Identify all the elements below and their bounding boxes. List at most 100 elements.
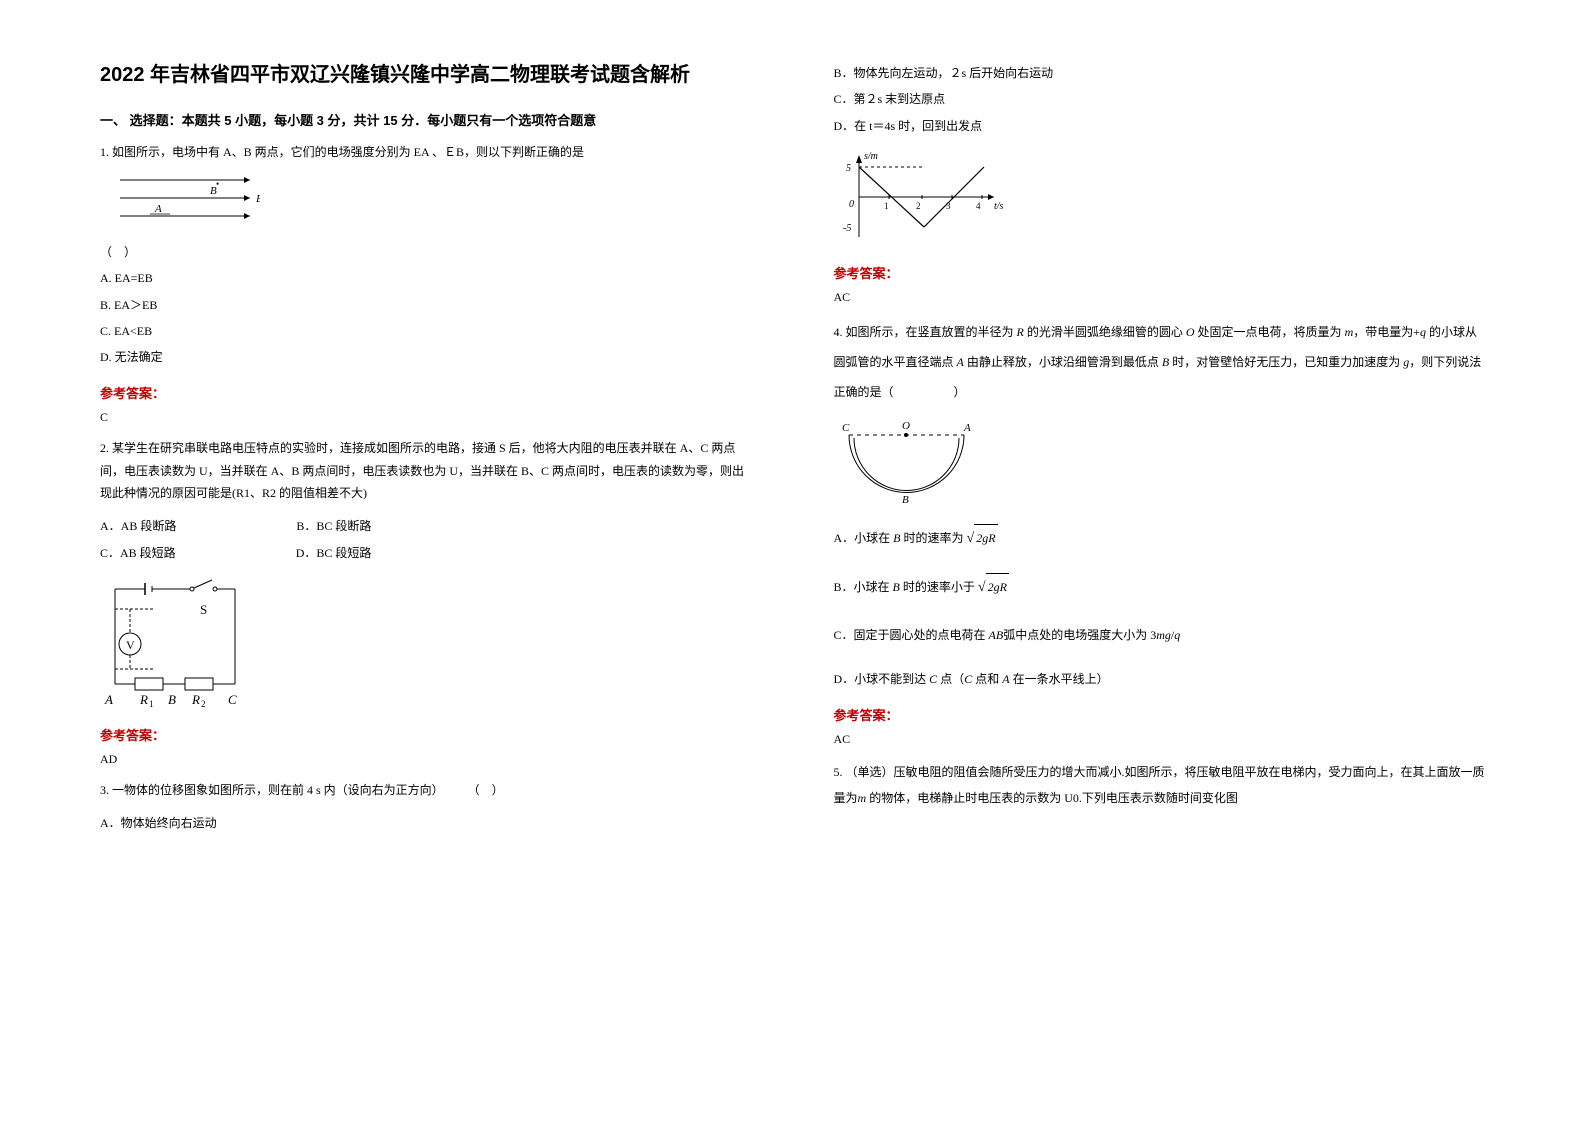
q4-optC: C．固定于圆心处的点电荷在 AB弧中点处的电场强度大小为 3mg/q xyxy=(834,622,1488,648)
q1-diagram: B • E A xyxy=(100,172,754,231)
q4-p7: 时，对管壁恰好无压力，已知重力加速度为 xyxy=(1169,355,1403,369)
q4A-mid: 时的速率为 xyxy=(901,531,964,545)
q4-answer: AC xyxy=(834,732,1488,747)
svg-text:1: 1 xyxy=(884,201,889,211)
q1-optC: C. EA<EB xyxy=(100,318,754,344)
q4B-sqrt-cont: 2gR xyxy=(986,573,1009,600)
q4-stem: 4. 如图所示，在竖直放置的半径为 R 的光滑半圆弧绝缘细管的圆心 O 处固定一… xyxy=(834,317,1488,407)
q4-m: m xyxy=(1345,325,1354,339)
section-1-header: 一、 选择题：本题共 5 小题，每小题 3 分，共计 15 分．每小题只有一个选… xyxy=(100,110,754,129)
q2-answer: AD xyxy=(100,752,754,767)
q4A-sqrt: √2gR xyxy=(967,524,998,555)
svg-text:V: V xyxy=(126,638,135,652)
q4C-mg: mg xyxy=(1156,628,1171,642)
sqrt-icon: √ xyxy=(978,573,986,604)
q2-optC: C．AB 段短路 xyxy=(100,540,176,566)
q4-R: R xyxy=(1017,325,1024,339)
q2-answer-label: 参考答案： xyxy=(100,725,754,744)
q4B-pre: B．小球在 xyxy=(834,580,893,594)
q1-optA: A. EA=EB xyxy=(100,265,754,291)
q4-p4: ，带电量为+ xyxy=(1353,325,1420,339)
q4-p2: 的光滑半圆弧绝缘细管的圆心 xyxy=(1024,325,1186,339)
q3-optA: A．物体始终向右运动 xyxy=(100,810,754,836)
svg-text:B: B xyxy=(902,494,909,505)
svg-text:C: C xyxy=(842,422,850,434)
q3-stem: 3. 一物体的位移图象如图所示，则在前 4 s 内（设向右为正方向） （ ） xyxy=(100,779,754,802)
svg-text:O: O xyxy=(902,420,910,432)
right-column: B．物体先向左运动，２s 后开始向右运动 C．第２s 末到达原点 D．在 t＝4… xyxy=(794,0,1587,1122)
q4D-mid: 点（ xyxy=(937,672,964,686)
svg-text:A: A xyxy=(963,422,971,434)
q2-optD: D．BC 段短路 xyxy=(296,540,372,566)
svg-text:1: 1 xyxy=(149,699,154,709)
q4-optD: D．小球不能到达 C 点（C 点和 A 在一条水平线上） xyxy=(834,666,1488,692)
q4D-A: A xyxy=(1002,672,1009,686)
svg-text:s/m: s/m xyxy=(864,151,878,162)
svg-text:3: 3 xyxy=(946,201,951,211)
q4B-mid: 时的速率小于 xyxy=(900,580,975,594)
svg-text:S: S xyxy=(200,602,207,617)
svg-text:-5: -5 xyxy=(843,223,851,234)
q4D-end: 在一条水平线上） xyxy=(1010,672,1109,686)
q2-stem: 2. 某学生在研究串联电路电压特点的实验时，连接成如图所示的电路，接通 S 后，… xyxy=(100,437,754,505)
q5-m: m xyxy=(858,791,867,805)
svg-text:R: R xyxy=(139,692,148,707)
q2-row2: C．AB 段短路 D．BC 段短路 xyxy=(100,540,754,566)
q3-diagram: s/m 5 0 -5 1 2 3 4 t/s xyxy=(834,147,1488,251)
q1-answer: C xyxy=(100,410,754,425)
svg-text:A: A xyxy=(104,692,113,707)
q1-stem: 1. 如图所示，电场中有 A、B 两点，它们的电场强度分别为 EA 、ＥB，则以… xyxy=(100,141,754,164)
q1-optB: B. EA＞EB xyxy=(100,292,754,318)
q4-p3: 处固定一点电荷，将质量为 xyxy=(1195,325,1345,339)
svg-text:•: • xyxy=(216,179,219,189)
left-column: 2022 年吉林省四平市双辽兴隆镇兴隆中学高二物理联考试题含解析 一、 选择题：… xyxy=(0,0,794,1122)
svg-text:E: E xyxy=(255,193,260,205)
q3-optD: D．在 t＝4s 时，回到出发点 xyxy=(834,113,1488,139)
q1-field-svg: B • E A xyxy=(100,172,260,227)
q3-optB: B．物体先向左运动，２s 后开始向右运动 xyxy=(834,60,1488,86)
q4-p6: 由静止释放，小球沿细管滑到最低点 xyxy=(964,355,1162,369)
q2-optB: B．BC 段断路 xyxy=(296,513,371,539)
q4D-C: C xyxy=(929,672,937,686)
q4B-B: B xyxy=(893,580,900,594)
q4-p1: 4. 如图所示，在竖直放置的半径为 xyxy=(834,325,1017,339)
q4C-pre: C．固定于圆心处的点电荷在 xyxy=(834,628,989,642)
q4-O: O xyxy=(1186,325,1195,339)
q4-diagram: C O A B xyxy=(834,415,1488,509)
svg-text:5: 5 xyxy=(846,163,851,174)
q3-answer: AC xyxy=(834,290,1488,305)
svg-text:C: C xyxy=(228,692,237,707)
q2-circuit-svg: V S A R 1 B R 2 C xyxy=(100,574,250,709)
q3-optC: C．第２s 末到达原点 xyxy=(834,86,1488,112)
q4-arc-svg: C O A B xyxy=(834,415,979,505)
q4C-AB: AB xyxy=(989,628,1004,642)
q5-p2: 的物体，电梯静止时电压表的示数为 U0.下列电压表示数随时间变化图 xyxy=(866,791,1238,805)
q2-optA: A．AB 段断路 xyxy=(100,513,176,539)
sqrt-icon: √ xyxy=(967,524,975,555)
q4C-mid: 弧中点处的电场强度大小为 3 xyxy=(1003,628,1156,642)
svg-text:2: 2 xyxy=(916,201,921,211)
svg-text:0: 0 xyxy=(849,199,854,210)
q3-answer-label: 参考答案： xyxy=(834,263,1488,282)
q4D-mid2: 点和 xyxy=(972,672,1002,686)
q4-optA: A．小球在 B 时的速率为 √2gR xyxy=(834,524,1488,555)
svg-text:2: 2 xyxy=(201,699,206,709)
q1-optD: D. 无法确定 xyxy=(100,344,754,370)
svg-text:B: B xyxy=(168,692,176,707)
q5-stem: 5. （单选）压敏电阻的阻值会随所受压力的增大而减小.如图所示，将压敏电阻平放在… xyxy=(834,759,1488,812)
q4A-sqrt-cont: 2gR xyxy=(974,524,997,551)
q4B-sqrt: √2gR xyxy=(978,573,1009,604)
q4-answer-label: 参考答案： xyxy=(834,705,1488,724)
exam-title: 2022 年吉林省四平市双辽兴隆镇兴隆中学高二物理联考试题含解析 xyxy=(100,60,754,90)
q2-diagram: V S A R 1 B R 2 C xyxy=(100,574,754,713)
svg-text:t/s: t/s xyxy=(994,201,1004,212)
q4D-pre: D．小球不能到达 xyxy=(834,672,930,686)
svg-text:R: R xyxy=(191,692,200,707)
q1-answer-label: 参考答案： xyxy=(100,383,754,402)
svg-text:4: 4 xyxy=(976,201,981,211)
q4A-B: B xyxy=(893,531,900,545)
svg-text:A: A xyxy=(154,203,162,215)
q4-optB: B．小球在 B 时的速率小于 √2gR xyxy=(834,573,1488,604)
q4-A: A xyxy=(957,355,964,369)
q3-graph-svg: s/m 5 0 -5 1 2 3 4 t/s xyxy=(834,147,1009,247)
